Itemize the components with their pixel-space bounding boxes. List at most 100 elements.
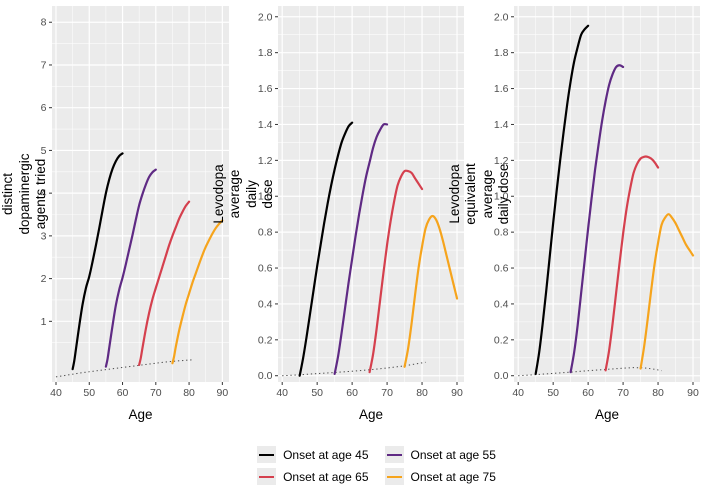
legend: Onset at age 45 Onset at age 55 Onset at… xyxy=(52,446,701,485)
legend-label: Onset at age 75 xyxy=(410,469,496,484)
x-tick-label: 90 xyxy=(687,387,699,399)
series-line-onset-at-age-65 xyxy=(138,200,191,367)
x-tick-label: 60 xyxy=(117,387,129,399)
y-axis-title-text: Levodopa equivalent average daily dose xyxy=(447,163,512,225)
legend-label: Onset at age 65 xyxy=(283,469,369,484)
legend-key-icon xyxy=(257,446,277,463)
x-tick-label: 70 xyxy=(150,387,162,399)
y-tick-label: 1.0 xyxy=(258,191,273,203)
y-tick-label: 5 xyxy=(41,145,47,157)
y-tick-label: 0.4 xyxy=(258,298,273,310)
x-tick-label: 40 xyxy=(512,387,524,399)
y-tick-label: 2.0 xyxy=(494,11,509,23)
x-tick-label: 50 xyxy=(547,387,559,399)
legend-line-swatch xyxy=(259,453,275,456)
series-line-onset-at-age-65 xyxy=(368,169,424,374)
x-axis-title: Age xyxy=(359,407,383,422)
x-tick-label: 50 xyxy=(311,387,323,399)
series-line-onset-at-age-55 xyxy=(569,64,625,374)
legend-item-onset-75: Onset at age 75 xyxy=(384,468,496,485)
series-line-onset-at-age-45 xyxy=(71,152,124,371)
legend-item-onset-65: Onset at age 65 xyxy=(257,468,369,485)
y-tick-label: 0.4 xyxy=(494,298,509,310)
y-tick-label: 1 xyxy=(41,316,47,328)
x-tick-label: 70 xyxy=(617,387,629,399)
series-line-onset-at-age-55 xyxy=(333,122,389,376)
x-tick-label: 90 xyxy=(217,387,229,399)
legend-key-icon xyxy=(384,468,404,485)
panel-levodopa-equivalent: Levodopa equivalent average daily dose 4… xyxy=(447,0,708,432)
y-tick-label: 0.8 xyxy=(258,227,273,239)
y-axis-title-text: Levodopa average daily dose xyxy=(211,164,276,224)
x-tick-label: 60 xyxy=(582,387,594,399)
legend-line-swatch xyxy=(386,475,402,478)
legend-label: Onset at age 55 xyxy=(410,447,496,462)
legend-line-swatch xyxy=(386,453,402,456)
y-tick-label: 0.2 xyxy=(494,334,509,346)
series-line-onset-at-age-45 xyxy=(534,24,590,376)
panel-background xyxy=(52,6,229,382)
y-tick-label: 1.0 xyxy=(494,191,509,203)
series-line-onset-at-age-75 xyxy=(403,214,459,368)
y-tick-label: 1.2 xyxy=(258,155,273,167)
legend-label: Onset at age 45 xyxy=(283,447,369,462)
panel-levodopa-dose: Levodopa average daily dose 40 50 60 70 80 90… xyxy=(211,0,472,432)
x-tick-label: 50 xyxy=(83,387,95,399)
y-tick-label: 1.4 xyxy=(258,119,273,131)
y-tick-label: 1.8 xyxy=(258,47,273,59)
plot-agents-tried: 40 50 60 70 80 90 1 2 3 4 5 6 7 8 Age xyxy=(41,6,229,422)
y-tick-label: 0.0 xyxy=(258,370,273,382)
series-line-onset-at-age-55 xyxy=(104,168,157,368)
dotted-reference-line xyxy=(518,367,662,377)
legend-item-onset-55: Onset at age 55 xyxy=(384,446,496,463)
y-tick-label: 3 xyxy=(41,230,47,242)
x-axis-title: Age xyxy=(595,407,619,422)
x-tick-label: 80 xyxy=(652,387,664,399)
legend-line-swatch xyxy=(259,475,275,478)
y-tick-label: 0.2 xyxy=(258,334,273,346)
y-tick-label: 1.6 xyxy=(258,83,273,95)
panel-agents-tried: Number of distinct dopaminergic agents t… xyxy=(0,0,236,432)
x-tick-label: 80 xyxy=(416,387,428,399)
series-line-onset-at-age-45 xyxy=(298,121,354,377)
dotted-reference-line xyxy=(282,361,426,377)
y-axis-title-text: Number of distinct dopaminergic agents t… xyxy=(0,153,49,235)
plot-levodopa-equivalent: 40 50 60 70 80 90 0.0 0.2 0.4 0.6 0.8 1.0 1.2 1.4 1.6 1… xyxy=(494,6,700,422)
legend-key-icon xyxy=(257,468,277,485)
y-tick-label: 1.8 xyxy=(494,47,509,59)
y-tick-label: 1.2 xyxy=(494,155,509,167)
x-tick-label: 80 xyxy=(183,387,195,399)
y-tick-label: 1.4 xyxy=(494,119,509,131)
y-axis-title-levodopa-equivalent: Levodopa equivalent average daily dose xyxy=(447,0,511,432)
x-tick-label: 40 xyxy=(50,387,62,399)
y-tick-label: 0.8 xyxy=(494,227,509,239)
y-axis-title-agents: Number of distinct dopaminergic agents t… xyxy=(0,0,49,432)
y-tick-label: 0.6 xyxy=(494,263,509,275)
dotted-reference-line xyxy=(55,359,193,378)
y-tick-label: 1.6 xyxy=(494,83,509,95)
x-tick-label: 60 xyxy=(346,387,358,399)
plot-levodopa-dose: 40 50 60 70 80 90 0.0 0.2 0.4 0.6 0.8 1.0 1.2 1.4 1.6 1… xyxy=(258,6,464,422)
panel-background xyxy=(278,6,464,382)
legend-item-onset-45: Onset at age 45 xyxy=(257,446,369,463)
y-tick-label: 4 xyxy=(41,188,47,200)
panel-background xyxy=(514,6,700,382)
y-axis-title-levodopa: Levodopa average daily dose xyxy=(211,0,275,432)
series-line-onset-at-age-75 xyxy=(171,219,224,365)
series-line-onset-at-age-65 xyxy=(604,155,660,372)
series-line-onset-at-age-75 xyxy=(639,213,695,370)
y-tick-label: 0.0 xyxy=(494,370,509,382)
x-tick-label: 40 xyxy=(276,387,288,399)
legend-key-icon xyxy=(384,446,404,463)
y-tick-label: 7 xyxy=(41,59,47,71)
x-axis-title: Age xyxy=(128,407,152,422)
y-tick-label: 2.0 xyxy=(258,11,273,23)
legend-grid: Onset at age 45 Onset at age 55 Onset at… xyxy=(257,446,496,485)
y-tick-label: 8 xyxy=(41,17,47,29)
x-tick-label: 90 xyxy=(451,387,463,399)
y-tick-label: 0.6 xyxy=(258,263,273,275)
x-tick-label: 70 xyxy=(381,387,393,399)
faceted-line-chart-figure: Number of distinct dopaminergic agents t… xyxy=(0,0,708,432)
y-tick-label: 2 xyxy=(41,273,47,285)
y-tick-label: 6 xyxy=(41,102,47,114)
